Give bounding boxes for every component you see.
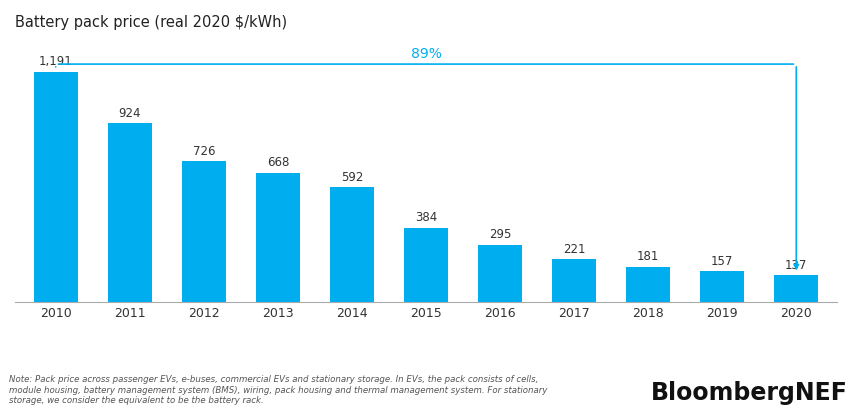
Bar bbox=[404, 227, 448, 302]
Text: Note: Pack price across passenger EVs, e-buses, commercial EVs and stationary st: Note: Pack price across passenger EVs, e… bbox=[9, 375, 547, 405]
Bar bbox=[552, 259, 596, 302]
Bar bbox=[181, 162, 226, 302]
Text: 726: 726 bbox=[193, 145, 215, 158]
Text: 384: 384 bbox=[415, 211, 437, 224]
Bar bbox=[478, 245, 522, 302]
Text: Battery pack price (real 2020 $/kWh): Battery pack price (real 2020 $/kWh) bbox=[15, 15, 287, 30]
Bar bbox=[107, 123, 152, 302]
Bar bbox=[330, 187, 374, 302]
Bar bbox=[256, 173, 300, 302]
Bar bbox=[700, 272, 745, 302]
Text: 157: 157 bbox=[711, 255, 734, 268]
Text: 592: 592 bbox=[341, 171, 363, 184]
Bar bbox=[33, 72, 78, 302]
Bar bbox=[774, 275, 819, 302]
Text: 137: 137 bbox=[785, 259, 808, 272]
Text: 1,191: 1,191 bbox=[39, 55, 72, 68]
Text: BloombergNEF: BloombergNEF bbox=[651, 381, 848, 405]
Text: 221: 221 bbox=[563, 243, 585, 256]
Text: 668: 668 bbox=[267, 156, 289, 169]
Text: 89%: 89% bbox=[411, 47, 441, 61]
Bar bbox=[626, 267, 671, 302]
Text: 295: 295 bbox=[489, 228, 511, 241]
Text: 181: 181 bbox=[637, 250, 659, 263]
Text: 924: 924 bbox=[118, 107, 141, 120]
